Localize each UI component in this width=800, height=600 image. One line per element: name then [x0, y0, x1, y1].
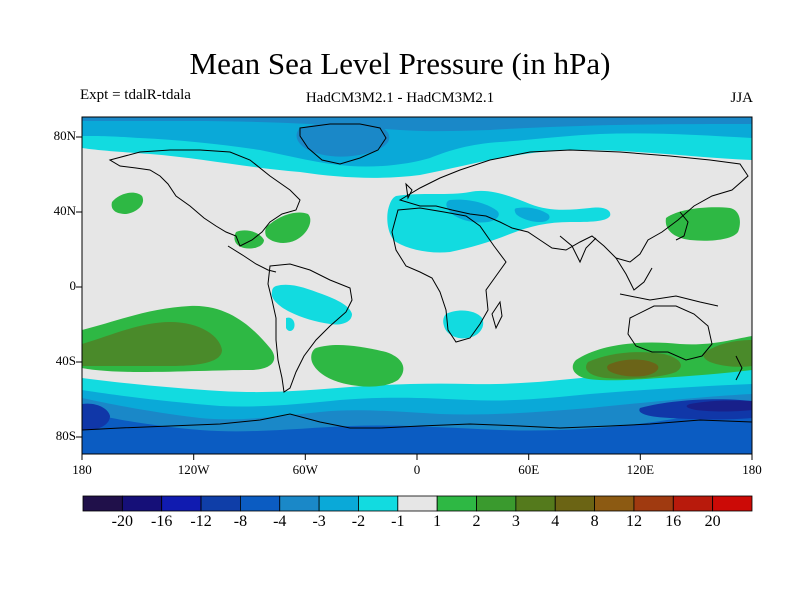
lat-label-80n: 80N — [53, 128, 76, 143]
coastline-indonesia — [619, 293, 719, 307]
colorbar-label: -20 — [111, 513, 133, 530]
colorbar-box-8 — [397, 495, 438, 512]
colorbar-label: 8 — [590, 513, 599, 530]
lat-label-40n: 40N — [53, 203, 76, 218]
coastline-south-america — [267, 263, 353, 393]
coastline-central-america — [227, 245, 277, 273]
southern-band-neg4 — [82, 408, 752, 454]
south-america-neg1 — [286, 317, 295, 331]
colorbar-label: 4 — [551, 513, 560, 530]
colorbar — [82, 495, 753, 512]
experiment-label: Expt = tdalR-tdala — [80, 87, 191, 103]
tasman-pos2 — [703, 340, 752, 367]
colorbar-box-16 — [712, 495, 753, 512]
coastline-india — [559, 235, 597, 264]
colorbar-box-2 — [161, 495, 202, 512]
colorbar-label: -4 — [273, 513, 287, 530]
colorbar-box-3 — [200, 495, 241, 512]
arctic-band-neg3 — [82, 117, 752, 132]
lat-label-0: 0 — [69, 278, 77, 293]
colorbar-box-14 — [633, 495, 674, 512]
coastline-southeast-asia — [615, 257, 653, 291]
lat-label-80s: 80S — [55, 428, 76, 443]
amazon-neg1 — [271, 284, 352, 325]
axis-ticks — [76, 136, 753, 460]
coastline-eurasia — [398, 149, 749, 263]
southern-africa-neg1 — [443, 310, 484, 339]
subtropical-south-pacific-pos2 — [82, 322, 222, 366]
colorbar-box-5 — [279, 495, 320, 512]
north-pacific-west-pos1 — [665, 207, 740, 241]
coastline-australia — [627, 305, 713, 361]
colorbar-box-13 — [594, 495, 635, 512]
coastline-madagascar — [491, 300, 503, 330]
colorbar-label: -2 — [351, 513, 366, 530]
season-label: JJA — [730, 90, 753, 106]
ross-sea-core — [686, 400, 752, 412]
colorbar-box-15 — [672, 495, 714, 512]
colorbar-box-7 — [358, 495, 399, 512]
lat-label-40s: 40S — [55, 353, 76, 368]
coastline-antarctica — [82, 413, 752, 431]
colorbar-label: -1 — [391, 513, 405, 530]
colorbar-box-12 — [554, 495, 595, 512]
arctic-band-neg2 — [82, 117, 752, 167]
lon-label-120e: 120E — [626, 462, 655, 477]
colorbar-box-9 — [436, 495, 477, 512]
lon-label-180e: 180 — [742, 462, 762, 477]
coastline-north-america — [108, 149, 301, 247]
south-pacific-low — [82, 403, 110, 430]
pressure-field — [82, 117, 752, 454]
south-atlantic-pos1 — [311, 345, 404, 387]
north-pacific-east-pos1 — [111, 192, 144, 214]
lon-label-60w: 60W — [292, 462, 318, 477]
coastlines — [82, 123, 752, 431]
colorbar-label: 16 — [665, 513, 682, 530]
mideast-neg2 — [514, 207, 550, 222]
map-title: Mean Sea Level Pressure (in hPa) — [189, 46, 611, 81]
colorbar-box-1 — [121, 495, 163, 512]
colorbar-label: 20 — [704, 513, 721, 530]
coastline-british-isles — [405, 182, 413, 200]
colorbar-label: 2 — [472, 513, 481, 530]
colorbar-box-10 — [476, 495, 517, 512]
colorbar-label: 12 — [625, 513, 642, 530]
coastline-japan — [675, 211, 689, 241]
lon-label-120w: 120W — [177, 462, 210, 477]
colorbar-label: -3 — [312, 513, 326, 530]
caribbean-pos1 — [234, 230, 264, 249]
colorbar-box-6 — [318, 495, 359, 512]
colorbar-label: 3 — [511, 513, 520, 530]
colorbar-label: -16 — [151, 513, 173, 530]
lon-label-0: 0 — [413, 462, 421, 477]
colorbar-label: -8 — [233, 513, 248, 530]
indian-ocean-pos3 — [607, 359, 659, 377]
colorbar-box-11 — [515, 495, 556, 512]
model-comparison-label: HadCM3M2.1 - HadCM3M2.1 — [305, 90, 495, 106]
coastline-greenland — [299, 123, 387, 165]
coastline-new-zealand — [735, 355, 743, 381]
colorbar-label: 1 — [433, 513, 442, 530]
eurasia-neg2 — [446, 199, 499, 223]
colorbar-label: -12 — [190, 513, 212, 530]
lon-label-180w: 180 — [72, 462, 92, 477]
coastline-africa — [391, 207, 507, 343]
colorbar-box-0 — [82, 495, 123, 512]
lon-label-60e: 60E — [518, 462, 540, 477]
greenland-low — [296, 122, 390, 157]
north-atlantic-pos1 — [265, 212, 311, 243]
colorbar-box-4 — [240, 495, 281, 512]
